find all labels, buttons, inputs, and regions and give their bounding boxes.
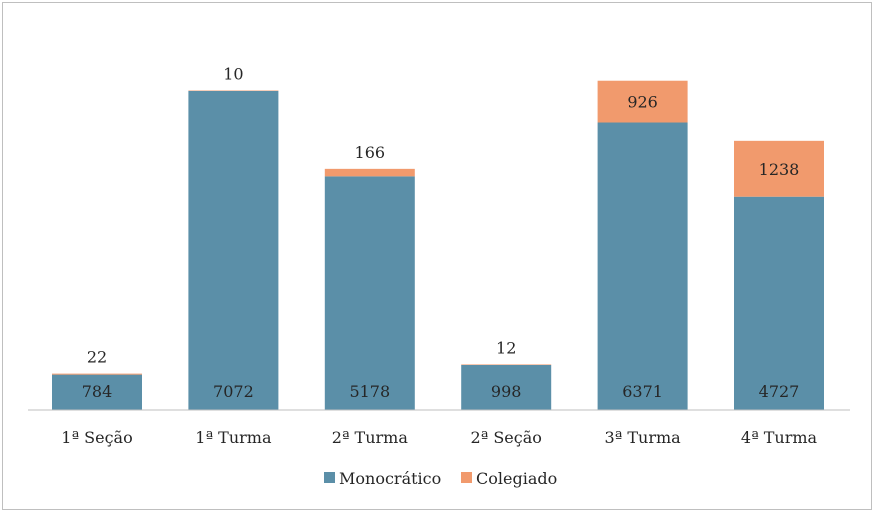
legend: Monocrático Colegiado	[324, 469, 557, 488]
label-monocratico-5: 4727	[759, 382, 800, 401]
label-colegiado-3: 12	[496, 338, 516, 357]
bar-colegiado-0	[52, 373, 142, 375]
data-labels-layer: 784 22 7072 10 5178 166 998 12 6371 926 4727 1238	[82, 64, 800, 401]
label-colegiado-0: 22	[87, 348, 107, 367]
bar-monocratico-3	[461, 364, 552, 410]
label-monocratico-3: 998	[491, 382, 522, 401]
bars-layer	[52, 80, 824, 411]
label-colegiado-4: 926	[627, 93, 658, 112]
bar-colegiado-2	[324, 168, 415, 177]
bar-colegiado-4	[597, 80, 688, 123]
x-tick-label-1: 1ª Turma	[195, 428, 272, 447]
label-monocratico-4: 6371	[622, 382, 663, 401]
bar-colegiado-3	[461, 364, 552, 365]
legend-colegiado-label: Colegiado	[476, 469, 557, 488]
legend-colegiado-swatch	[461, 472, 472, 483]
label-colegiado-1: 10	[223, 64, 243, 83]
bar-monocratico-0	[52, 374, 142, 410]
bar-monocratico-1	[188, 90, 279, 410]
legend-monocratico-swatch	[324, 472, 335, 483]
label-monocratico-2: 5178	[349, 382, 390, 401]
x-tick-label-0: 1ª Seção	[61, 428, 132, 447]
label-colegiado-2: 166	[355, 143, 386, 162]
label-colegiado-5: 1238	[759, 160, 800, 179]
label-monocratico-1: 7072	[213, 382, 254, 401]
legend-monocratico-label: Monocrático	[339, 469, 441, 488]
bar-colegiado-5	[734, 140, 824, 197]
x-tick-label-4: 3ª Turma	[604, 428, 681, 447]
x-tick-labels: 1ª Seção 1ª Turma 2ª Turma 2ª Seção 3ª Turma…	[61, 428, 817, 447]
x-tick-label-3: 2ª Seção	[470, 428, 541, 447]
bar-monocratico-5	[734, 196, 824, 410]
label-monocratico-0: 784	[82, 382, 113, 401]
bar-monocratico-4	[597, 122, 688, 411]
bar-monocratico-2	[324, 176, 415, 410]
x-tick-label-2: 2ª Turma	[332, 428, 409, 447]
x-tick-label-5: 4ª Turma	[741, 428, 818, 447]
